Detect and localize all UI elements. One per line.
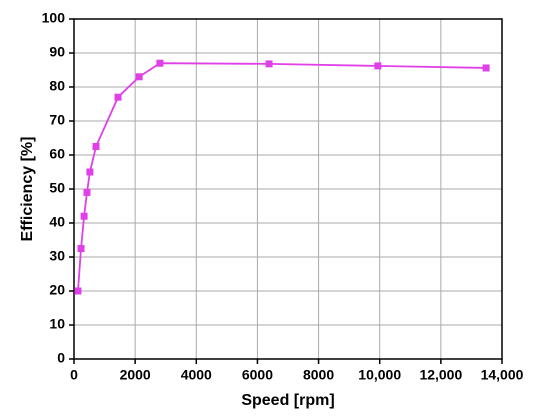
data-point [80,212,88,220]
y-tick-label: 10 [49,316,65,332]
y-tick-label: 80 [49,78,65,94]
data-point [135,73,143,81]
data-point [156,59,164,67]
y-axis-title: Efficiency [%] [19,137,36,242]
y-tick-label: 60 [49,146,65,162]
data-point [86,168,94,176]
y-tick-label: 70 [49,112,65,128]
data-point [77,245,85,252]
x-tick-label: 10,000 [358,367,401,383]
y-tick-label: 40 [49,214,65,230]
data-point [114,93,122,101]
x-tick-label: 8000 [303,367,334,383]
x-axis-title: Speed [rpm] [241,392,334,409]
x-tick-label: 14,000 [481,367,524,383]
data-point [83,188,91,196]
x-tick-label: 6000 [242,367,273,383]
y-tick-label: 30 [49,248,65,264]
x-tick-label: 4000 [181,367,212,383]
data-point [92,143,100,150]
y-tick-label: 90 [49,44,65,60]
data-point [265,60,273,68]
data-line [77,62,487,292]
data-point [482,64,490,72]
data-point [374,62,382,70]
y-tick-label: 50 [49,180,65,196]
y-tick-label: 0 [57,350,65,366]
x-tick-label: 12,000 [419,367,462,383]
y-tick-label: 100 [42,10,66,26]
x-tick-label: 2000 [120,367,151,383]
plot-frame [73,18,503,360]
x-tick-label: 0 [70,367,78,383]
data-point [74,287,82,295]
y-tick-label: 20 [49,282,65,298]
